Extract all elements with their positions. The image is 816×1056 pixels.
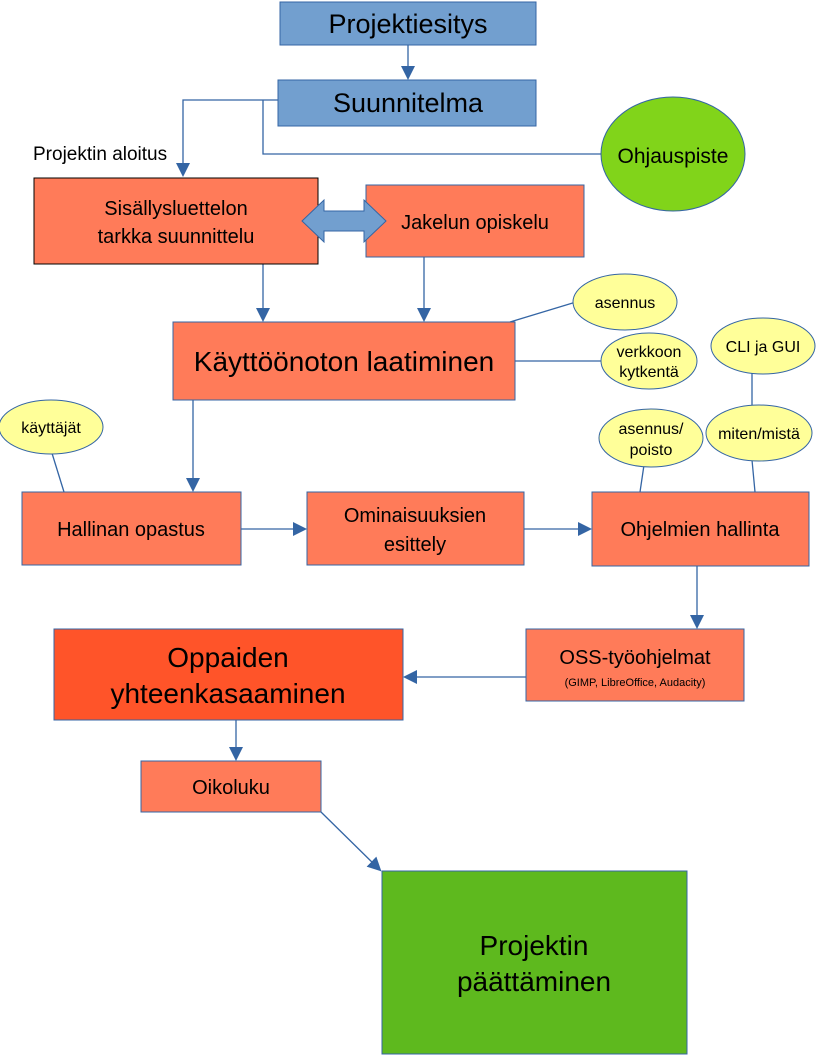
suunnitelma-label: Suunnitelma [333,88,484,118]
asennus-label: asennus [595,295,656,312]
ohjelmien-hallinta-box: Ohjelmien hallinta [591,491,810,567]
connector-kayttajat-hallinan [50,449,65,493]
connector-suunnitelma-sisallysluettelo [176,99,278,177]
ominaisuuksien-esittely-label-line2: esittely [384,534,446,556]
sisallysluettelo-label-line1: Sisällysluettelon [104,198,247,220]
jakelun-opiskelu-label: Jakelun opiskelu [401,212,549,234]
miten-mista-label: miten/mistä [718,426,800,443]
projektiesitys-box: Projektiesitys [279,1,537,46]
connectors [50,45,756,872]
connector-suunnitelma-ohjauspiste [262,100,601,155]
oppaiden-yhteenkasaaminen-box: Oppaiden yhteenkasaaminen [53,628,404,721]
connector-kayttoonotto-asennus [509,301,577,323]
sisallysluettelo-label-line2: tarkka suunnittelu [98,226,255,248]
ohjauspiste-ellipse: Ohjauspiste [600,96,746,212]
asennus-poisto-label-line1: asennus/ [619,421,684,438]
projektin-aloitus-label: Projektin aloitus [33,144,167,165]
kayttajat-label: käyttäjät [21,420,81,437]
hallinan-opastus-box: Hallinan opastus [21,491,242,566]
projektin-paattaminen-box: Projektin päättäminen [381,870,688,1055]
oikoluku-box: Oikoluku [140,760,322,813]
ohjelmien-hallinta-label: Ohjelmien hallinta [621,519,781,541]
oss-examples-label: (GIMP, LibreOffice, Audacity) [565,677,706,689]
double-arrow-icon [301,198,387,244]
connector-mitenmista-ohjelmien [751,459,756,493]
ominaisuuksien-esittely-label-line1: Ominaisuuksien [344,505,486,527]
ohjauspiste-label: Ohjauspiste [618,145,729,168]
projektiesitys-label: Projektiesitys [328,9,487,39]
connector-asennuspoisto-ohjelmien [639,464,645,493]
oss-tyoohjelmat-box: OSS-työohjelmat (GIMP, LibreOffice, Auda… [525,628,745,702]
kayttajat-ellipse: käyttäjät [0,399,104,455]
cli-ja-gui-label: CLI ja GUI [726,339,801,356]
suunnitelma-box: Suunnitelma [277,79,537,127]
asennus-ellipse: asennus [572,273,678,331]
oikoluku-label: Oikoluku [192,777,270,799]
oppaiden-yhteenkasaaminen-label-line2: yhteenkasaaminen [110,678,345,709]
kayttoonoton-laatiminen-label: Käyttöönoton laatiminen [194,346,494,377]
verkkoon-kytkenta-label-line1: verkkoon [617,344,682,361]
connector-oikoluku-paattaminen [320,811,382,872]
sisallysluettelo-box: Sisällysluettelon tarkka suunnittelu [33,177,319,265]
asennus-poisto-ellipse: asennus/ poisto [598,408,704,468]
hallinan-opastus-label: Hallinan opastus [57,519,205,541]
cli-ja-gui-ellipse: CLI ja GUI [710,317,816,375]
oss-tyoohjelmat-label: OSS-työohjelmat [559,647,711,669]
miten-mista-ellipse: miten/mistä [705,404,813,462]
oppaiden-yhteenkasaaminen-label-line1: Oppaiden [167,642,288,673]
kayttoonoton-laatiminen-box: Käyttöönoton laatiminen [172,321,516,401]
asennus-poisto-label-line2: poisto [630,442,673,459]
projektin-paattaminen-label-line1: Projektin [480,930,589,961]
verkkoon-kytkenta-ellipse: verkkoon kytkentä [600,332,698,390]
ominaisuuksien-esittely-box: Ominaisuuksien esittely [306,491,525,566]
projektin-paattaminen-label-line2: päättäminen [457,966,611,997]
jakelun-opiskelu-box: Jakelun opiskelu [365,184,585,258]
verkkoon-kytkenta-label-line2: kytkentä [619,364,679,381]
